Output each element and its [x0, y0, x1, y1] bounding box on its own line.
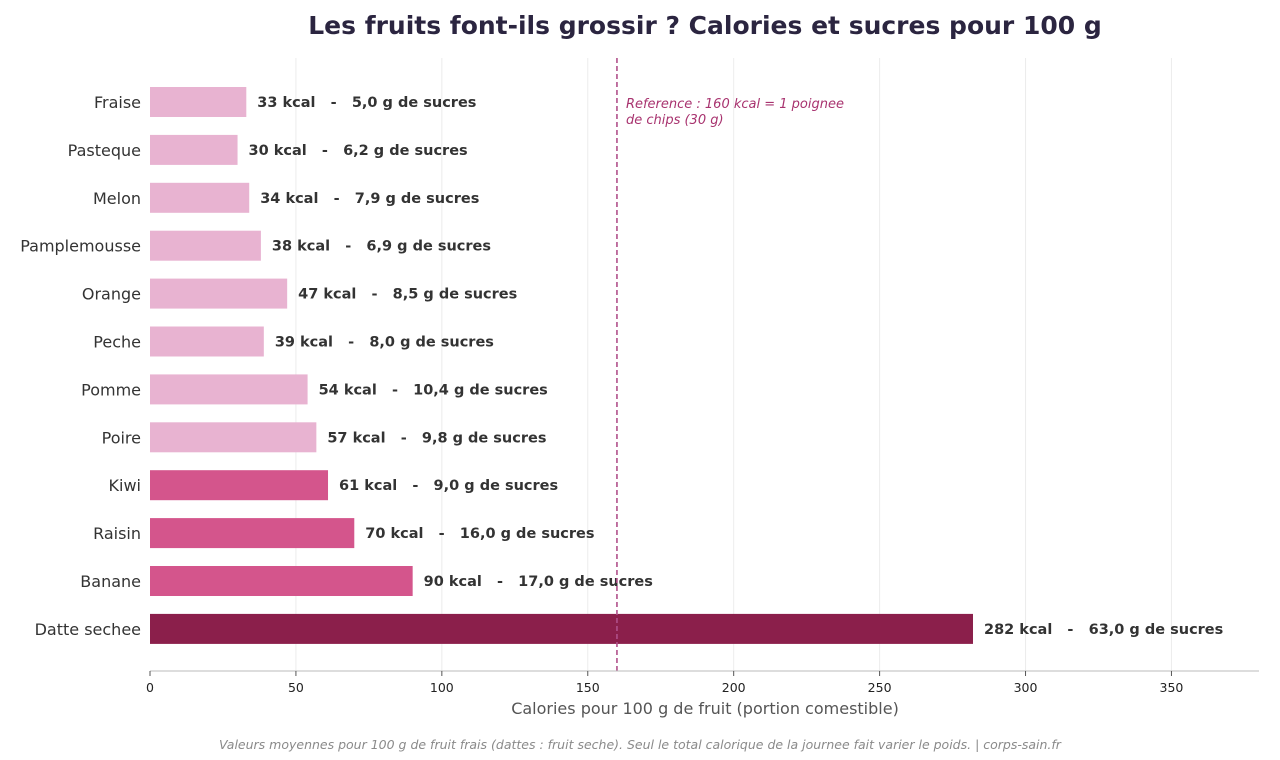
category-labels: Fraise Pasteque Melon Pamplemousse Orange Pec…	[20, 93, 141, 639]
category-label: Raisin	[93, 524, 141, 543]
category-label: Orange	[82, 285, 141, 304]
category-label: Peche	[93, 333, 141, 352]
category-label: Fraise	[94, 93, 141, 112]
category-label: Pasteque	[68, 141, 141, 160]
x-tick-label: 150	[576, 680, 600, 695]
bar-poire	[150, 422, 317, 453]
data-label: 39 kcal - 8,0 g de sucres	[275, 335, 494, 351]
data-labels: 33 kcal - 5,0 g de sucres 30 kcal - 6,2 g…	[249, 95, 1224, 638]
data-label: 47 kcal - 8,5 g de sucres	[298, 287, 517, 303]
bar-kiwi	[150, 470, 329, 501]
category-label: Poire	[102, 428, 141, 447]
bar-datte-sechee	[150, 613, 973, 644]
bar-pomme	[150, 374, 308, 405]
x-tick-label: 350	[1160, 680, 1184, 695]
bar-pasteque	[150, 134, 238, 165]
bar-melon	[150, 182, 250, 213]
data-label: 33 kcal - 5,0 g de sucres	[257, 95, 476, 111]
data-label: 61 kcal - 9,0 g de sucres	[339, 478, 558, 494]
category-label: Banane	[80, 572, 141, 591]
category-label: Datte sechee	[35, 620, 141, 639]
bar-peche	[150, 326, 264, 357]
data-label: 54 kcal - 10,4 g de sucres	[319, 382, 548, 398]
data-label: 38 kcal - 6,9 g de sucres	[272, 239, 491, 255]
data-label: 34 kcal - 7,9 g de sucres	[260, 191, 479, 207]
x-tick-label: 100	[430, 680, 454, 695]
x-axis-label: Calories pour 100 g de fruit (portion co…	[511, 699, 899, 718]
category-label: Kiwi	[109, 476, 141, 495]
chart-title: Les fruits font-ils grossir ? Calories e…	[308, 11, 1102, 40]
data-label: 70 kcal - 16,0 g de sucres	[365, 526, 594, 542]
bar-banane	[150, 566, 413, 596]
x-axis: 0 50 100 150 200 250 300 350	[146, 670, 1259, 695]
data-label: 282 kcal - 63,0 g de sucres	[984, 622, 1223, 638]
bar-raisin	[150, 518, 355, 549]
reference-label: de chips (30 g)	[626, 113, 724, 128]
data-label: 90 kcal - 17,0 g de sucres	[424, 574, 653, 590]
data-label: 57 kcal - 9,8 g de sucres	[327, 430, 546, 446]
x-tick-label: 300	[1014, 680, 1038, 695]
bar-pamplemousse	[150, 230, 261, 261]
reference-label: Reference : 160 kcal = 1 poignee	[626, 97, 844, 112]
bars	[150, 87, 973, 644]
bar-orange	[150, 278, 288, 309]
x-tick-label: 200	[722, 680, 746, 695]
x-tick-label: 50	[288, 680, 304, 695]
x-tick-label: 0	[146, 680, 154, 695]
category-label: Pomme	[81, 380, 141, 399]
bar-fraise	[150, 87, 247, 117]
category-label: Pamplemousse	[20, 237, 141, 256]
x-tick-label: 250	[868, 680, 892, 695]
data-label: 30 kcal - 6,2 g de sucres	[249, 143, 468, 159]
category-label: Melon	[93, 189, 141, 208]
gridlines	[295, 58, 1172, 671]
footnote: Valeurs moyennes pour 100 g de fruit fra…	[219, 737, 1062, 752]
